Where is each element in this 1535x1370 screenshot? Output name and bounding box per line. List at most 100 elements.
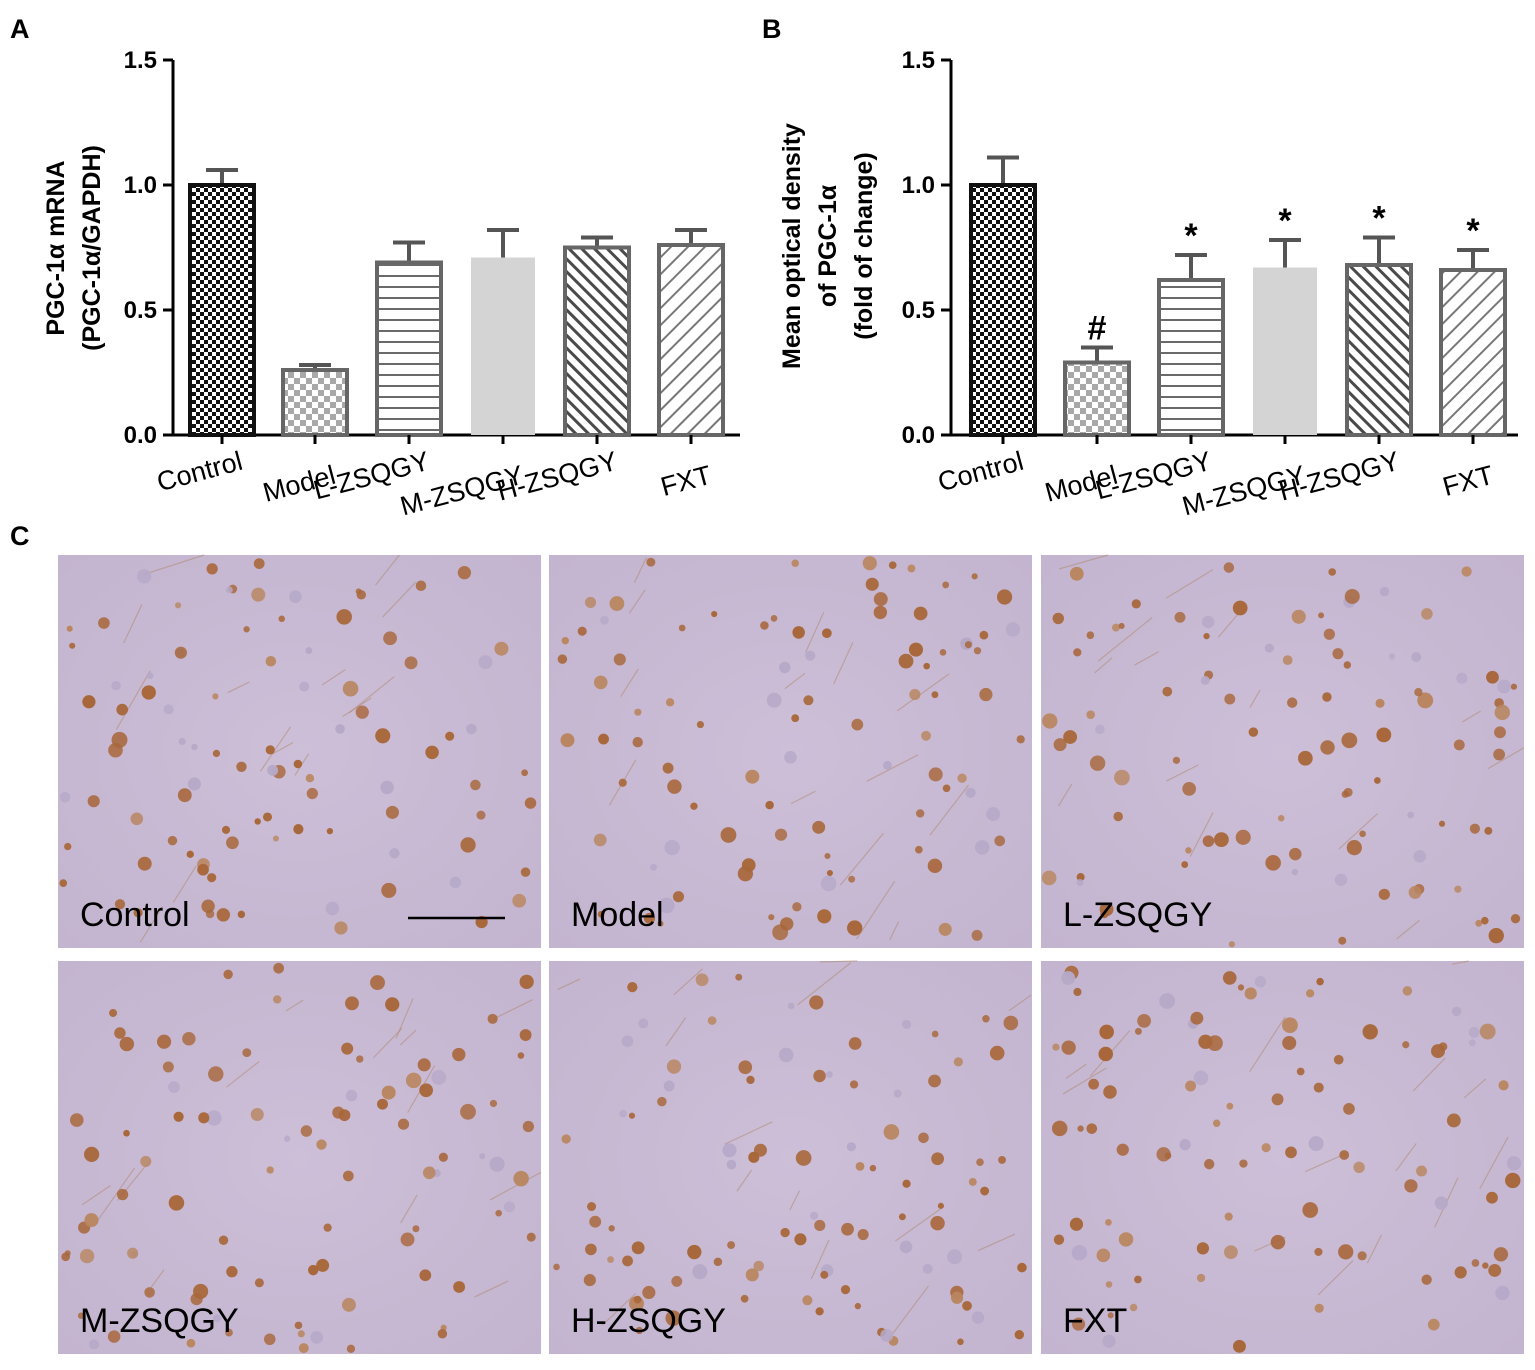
micrograph-nucleus [1494,726,1506,739]
micrograph-nucleus [212,693,219,700]
micrograph-model: Model [549,555,1032,948]
micrograph-nucleus [1244,987,1257,1000]
micrograph-nucleus [1505,1172,1521,1189]
micrograph-nucleus [419,1269,432,1282]
micrograph-nucleus [1213,832,1229,848]
micrograph-fiber [810,1239,830,1280]
micrograph-nucleus [921,730,931,741]
micrograph-nucleus [168,1081,180,1093]
micrograph-fiber [1366,1234,1383,1264]
micrograph-nucleus [994,835,1006,847]
micrograph-nucleus [1063,730,1078,744]
micrograph-nucleus [206,563,218,575]
micrograph-fiber [977,1233,1016,1252]
micrograph-nucleus [965,787,976,798]
micrograph-nucleus [437,1329,448,1339]
micrograph-fiber [1249,1016,1286,1072]
micrograph-fiber [271,742,294,755]
micrograph-nucleus [1480,916,1489,925]
micrograph-nucleus [735,973,743,981]
micrograph-nucleus [1411,652,1422,662]
micrograph-nucleus [489,1099,498,1108]
micrograph-nucleus [1282,655,1293,665]
micrograph-nucleus [326,827,334,835]
micrograph-nucleus [1061,1040,1076,1055]
micrograph-nucleus [745,1268,759,1282]
micrograph-nucleus [979,630,989,640]
chart-a-y-tick-label: 1.0 [124,172,157,199]
chart-a-y-tick-label: 0.5 [124,297,157,324]
micrograph-nuclei [61,962,542,1354]
micrograph-nucleus [1328,568,1336,576]
micrograph-nucleus [968,1177,977,1186]
micrograph-nucleus [939,649,947,656]
micrograph-nucleus [341,1297,356,1312]
micrograph-nucleus [526,1232,536,1242]
micrograph-nucleus [622,1255,633,1267]
micrograph-nucleus [298,1343,309,1354]
micrograph-nucleus [156,1034,172,1049]
micrograph-nucleus [284,1135,291,1142]
micrograph-nucleus [974,840,990,855]
micrograph-nucleus [1339,1150,1350,1160]
chart-a-bar-model [281,368,349,437]
micrograph-nucleus [922,1263,933,1274]
micrograph-nucleus [1095,724,1105,735]
chart-a-category-label: H-ZSQGY [494,446,621,507]
micrograph-nuclei [557,556,1025,941]
micrograph-nucleus [608,1225,615,1232]
micrograph-nucleus [1493,748,1506,761]
micrograph-nucleus [1454,1266,1467,1279]
micrograph-nucleus [1200,675,1210,685]
micrograph-fiber [833,642,854,685]
chart-b-ylabel-line1: Mean optical density [778,123,806,369]
micrograph-nucleus [254,1278,264,1288]
micrograph-nucleus [380,780,394,795]
micrograph-nucleus [342,680,359,697]
micrograph-nucleus [127,1247,139,1259]
micrograph-nucleus [1497,679,1511,694]
micrograph-nucleus [1323,628,1335,640]
chart-b-category-label: H-ZSQGY [1276,446,1403,507]
micrograph-nucleus [662,762,674,774]
micrograph-nuclei [1051,960,1522,1353]
micrograph-nucleus [64,842,72,851]
micrograph-nucleus [738,1060,753,1075]
micrograph-fiber [321,669,346,686]
micrograph-nucleus [504,1201,516,1213]
micrograph-nucleus [1375,698,1385,708]
micrograph-nucleus [805,650,816,661]
micrograph-label: FXT [1063,1302,1127,1340]
micrograph-nucleus [1016,735,1025,744]
micrograph-nucleus [187,777,201,791]
micrograph-nucleus [1159,993,1176,1009]
micrograph-nucleus [873,592,888,607]
micrograph-nucleus [587,1202,597,1212]
micrograph-nucleus [1052,1043,1060,1051]
micrograph-nucleus [1359,830,1366,838]
micrograph-nucleus [690,802,698,810]
micrograph-nucleus [412,1225,420,1233]
chart-a-bar-l-zsqgy [375,260,443,437]
micrograph-nucleus [766,692,782,708]
micrograph-nucleus [962,1300,972,1311]
micrograph-nucleus [431,1070,447,1085]
micrograph-nucleus [815,1307,824,1316]
micrograph-nucleus [768,914,775,921]
micrograph-fiber [115,670,151,730]
micrograph-nucleus [812,820,826,834]
micrograph-nucleus [1134,1027,1142,1035]
chart-b-bar-h-zsqgy [1345,263,1413,437]
micrograph-nucleus [167,835,178,846]
micrograph-fiber [226,1060,260,1088]
micrograph-nucleus [1174,611,1186,623]
micrograph-nucleus [305,647,313,655]
micrograph-nucleus [1207,1035,1223,1052]
micrograph-nucleus [133,908,143,918]
micrograph-nucleus [1316,977,1324,986]
micrograph-nucleus [1271,1093,1284,1106]
micrograph-nucleus [1407,811,1415,819]
micrograph-nucleus [672,891,685,903]
micrograph-nucleus [1224,1212,1233,1221]
micrograph-nucleus [225,1328,233,1337]
